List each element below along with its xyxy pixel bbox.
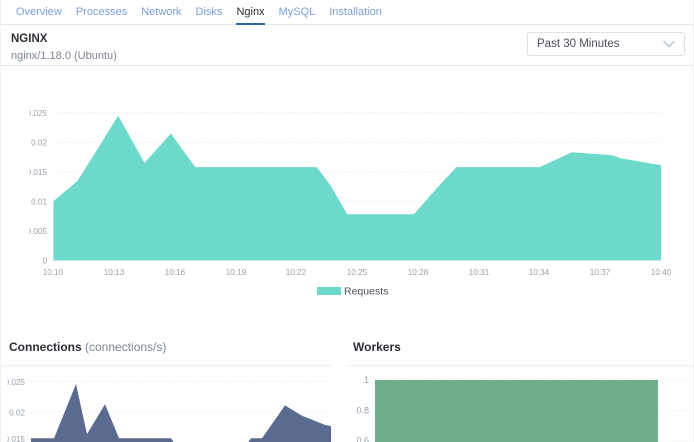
svg-text:10:31: 10:31 xyxy=(469,268,490,277)
svg-text:10:28: 10:28 xyxy=(408,268,429,277)
svg-text:0.015: 0.015 xyxy=(5,435,26,442)
svg-text:10:16: 10:16 xyxy=(165,268,186,277)
svg-text:10:10: 10:10 xyxy=(43,268,64,277)
svg-text:10:34: 10:34 xyxy=(529,268,550,277)
svg-text:0.015: 0.015 xyxy=(27,168,48,177)
svg-text:0.02: 0.02 xyxy=(9,409,25,418)
svg-text:0.025: 0.025 xyxy=(27,109,48,118)
svg-text:0.005: 0.005 xyxy=(27,227,48,236)
svg-text:0.01: 0.01 xyxy=(31,198,47,207)
svg-text:Workers: Workers xyxy=(353,340,401,354)
svg-text:10:22: 10:22 xyxy=(286,268,307,277)
svg-text:10:19: 10:19 xyxy=(226,268,247,277)
svg-text:0.025: 0.025 xyxy=(5,378,26,387)
svg-text:10:13: 10:13 xyxy=(104,268,125,277)
svg-text:10:40: 10:40 xyxy=(651,268,672,277)
svg-text:Connections (connections/s): Connections (connections/s) xyxy=(9,340,166,354)
svg-text:10:25: 10:25 xyxy=(347,268,368,277)
svg-text:Requests: Requests xyxy=(344,286,388,298)
svg-text:0.8: 0.8 xyxy=(356,406,369,416)
svg-text:0.02: 0.02 xyxy=(31,139,47,148)
svg-text:0: 0 xyxy=(42,257,47,266)
svg-text:1: 1 xyxy=(364,375,369,385)
svg-text:0.6: 0.6 xyxy=(356,436,369,442)
svg-text:10:37: 10:37 xyxy=(590,268,611,277)
